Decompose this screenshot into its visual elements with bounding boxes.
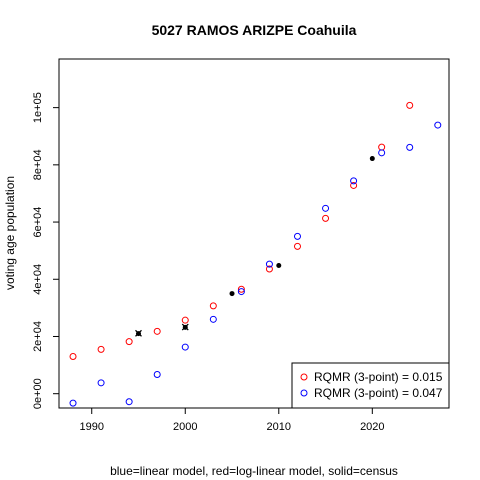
data-point (322, 204, 330, 212)
legend-label: RQMR (3-point) = 0.047 (314, 386, 443, 400)
legend-marker (300, 389, 308, 397)
legend-box (291, 362, 450, 409)
plot-area-frame (58, 58, 450, 409)
data-point (293, 242, 301, 250)
data-point (97, 379, 105, 387)
data-point (69, 399, 77, 407)
census-cross-mark (181, 323, 189, 331)
x-tick-label: 1990 (79, 421, 103, 433)
census-cross-mark (135, 329, 142, 337)
y-tick-label: 4e+04 (32, 264, 44, 295)
data-point (406, 101, 414, 109)
data-point (97, 345, 105, 353)
x-axis-label: blue=linear model, red=log-linear model,… (110, 464, 398, 478)
y-tick-label: 0e+00 (32, 378, 44, 409)
data-point (406, 143, 414, 151)
data-point (181, 316, 189, 324)
data-point (265, 265, 273, 273)
data-point (209, 302, 217, 310)
data-point (237, 288, 245, 296)
chart-title: 5027 RAMOS ARIZPE Coahuila (152, 22, 357, 38)
x-tick-label: 2000 (173, 421, 197, 433)
data-point (350, 181, 358, 189)
legend-label: RQMR (3-point) = 0.015 (314, 370, 443, 384)
census-point (276, 263, 282, 269)
y-tick-label: 6e+04 (32, 207, 44, 238)
x-tick-label: 2010 (267, 421, 291, 433)
data-point (125, 398, 133, 406)
census-point (369, 156, 375, 162)
data-point (153, 327, 161, 335)
y-axis-label: voting age population (3, 176, 17, 290)
data-point (125, 338, 133, 346)
legend-marker (300, 373, 308, 381)
axes: 1990 2000 2010 2020 0e+00 2e+04 4e+04 6e+04 8e+0… (32, 92, 385, 433)
data-point (153, 371, 161, 379)
data-point (237, 285, 245, 293)
legend: RQMR (3-point) = 0.015 RQMR (3-point) = 0… (291, 362, 450, 409)
data-point (378, 143, 386, 151)
data-point (69, 353, 77, 361)
data-point (265, 260, 273, 268)
y-tick-label: 8e+04 (32, 149, 44, 180)
x-tick-label: 2020 (360, 421, 384, 433)
data-point (322, 214, 330, 222)
data-point (434, 121, 442, 129)
data-marks (69, 101, 442, 407)
data-point (293, 232, 301, 240)
data-point (209, 315, 217, 323)
data-point (378, 149, 386, 157)
census-point (229, 291, 235, 297)
y-tick-label: 1e+05 (32, 92, 44, 123)
data-point (350, 177, 358, 185)
y-tick-label: 2e+04 (32, 321, 44, 352)
data-point (181, 343, 189, 351)
